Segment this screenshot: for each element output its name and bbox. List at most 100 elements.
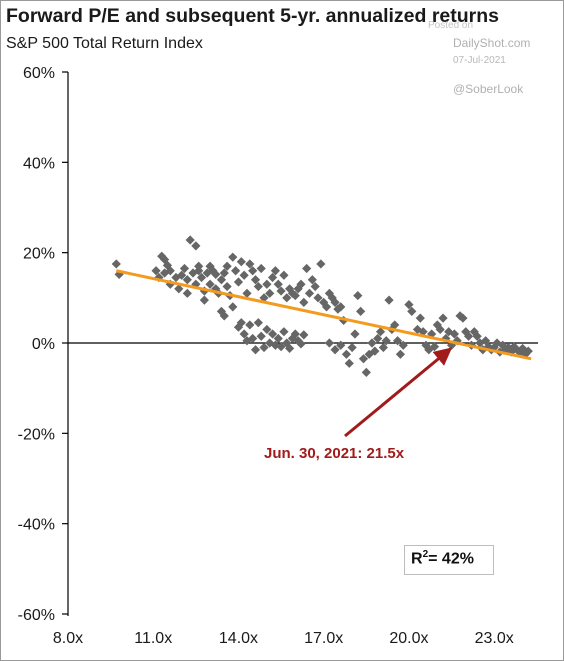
data-point <box>285 284 295 294</box>
data-point <box>111 259 121 269</box>
data-point <box>452 336 462 346</box>
data-point <box>250 345 261 355</box>
data-point <box>279 270 289 280</box>
watermark-handle: @SoberLook <box>453 82 524 96</box>
data-point <box>381 336 391 346</box>
data-point <box>236 257 246 267</box>
data-point <box>304 288 315 298</box>
data-point <box>296 339 306 349</box>
data-point <box>324 338 334 348</box>
x-tick-label: 23.0x <box>475 630 514 647</box>
data-point <box>253 281 263 292</box>
annotation-label: Jun. 30, 2021: 21.5x <box>264 445 405 462</box>
data-point <box>412 324 423 335</box>
watermark-source: DailyShot.com <box>453 36 531 50</box>
data-point <box>242 288 252 298</box>
data-point <box>259 342 269 353</box>
data-point <box>327 293 337 303</box>
data-point <box>202 268 212 278</box>
data-point <box>222 261 232 271</box>
data-point <box>446 340 457 350</box>
data-point <box>114 269 124 279</box>
watermark-posted: Posted on <box>428 20 474 31</box>
data-point <box>256 331 266 341</box>
data-point <box>233 277 244 287</box>
data-point <box>245 259 255 269</box>
data-point <box>290 329 300 339</box>
y-tick-label: 40% <box>23 155 55 172</box>
data-point <box>194 266 204 276</box>
data-point <box>219 311 229 321</box>
data-point <box>276 342 286 352</box>
data-point <box>248 266 258 276</box>
data-point <box>157 251 167 261</box>
annotation-arrow <box>344 347 453 438</box>
data-point <box>231 266 241 276</box>
y-tick-label: -60% <box>18 607 55 624</box>
data-point <box>319 297 329 307</box>
data-point <box>498 340 508 350</box>
data-point <box>273 279 283 289</box>
data-point <box>358 354 369 364</box>
data-point <box>421 340 431 350</box>
data-point <box>367 338 377 348</box>
data-point <box>307 275 317 285</box>
data-point <box>316 259 326 269</box>
data-point <box>481 336 491 346</box>
x-tick-label: 8.0x <box>53 630 83 647</box>
data-point <box>356 306 366 316</box>
data-point <box>154 272 164 283</box>
data-point <box>500 345 511 355</box>
data-point <box>273 333 283 344</box>
data-point <box>313 293 323 303</box>
data-point <box>299 330 309 340</box>
data-point <box>205 279 215 289</box>
data-point <box>432 320 442 330</box>
y-tick-label: -20% <box>18 426 55 443</box>
data-point <box>211 269 221 279</box>
data-point <box>375 327 386 337</box>
data-point <box>469 327 479 337</box>
data-point <box>378 342 388 353</box>
data-point <box>310 281 320 292</box>
data-point <box>196 272 207 283</box>
data-point <box>407 306 417 316</box>
data-point <box>179 263 190 274</box>
data-point <box>242 336 252 346</box>
data-point <box>262 279 272 289</box>
data-point <box>216 306 227 316</box>
data-point <box>330 297 340 307</box>
data-point <box>415 313 425 323</box>
data-point <box>185 235 195 245</box>
data-point <box>267 329 278 339</box>
data-point <box>455 311 465 321</box>
data-point <box>395 349 406 359</box>
data-point <box>523 346 533 356</box>
data-point <box>509 342 519 352</box>
chart-subtitle: S&P 500 Total Return Index <box>6 35 203 52</box>
data-point <box>299 297 309 307</box>
data-point <box>219 268 229 278</box>
data-point <box>191 241 201 251</box>
data-point <box>282 293 292 303</box>
y-tick-label: 60% <box>23 65 55 82</box>
x-tick-label: 20.0x <box>389 630 428 647</box>
data-point <box>341 349 352 359</box>
data-point <box>344 358 354 368</box>
data-point <box>160 268 170 278</box>
data-point <box>165 266 175 276</box>
data-point <box>239 329 249 339</box>
data-point <box>171 272 181 283</box>
data-point <box>174 284 184 294</box>
data-point <box>228 252 238 262</box>
data-point <box>336 302 346 312</box>
data-point <box>211 284 221 294</box>
data-point <box>404 300 414 310</box>
data-point <box>253 318 263 328</box>
data-point <box>285 343 295 354</box>
data-point <box>449 329 459 339</box>
data-point <box>239 270 249 280</box>
data-point <box>384 295 394 305</box>
data-point <box>236 318 246 328</box>
data-point <box>270 266 281 276</box>
